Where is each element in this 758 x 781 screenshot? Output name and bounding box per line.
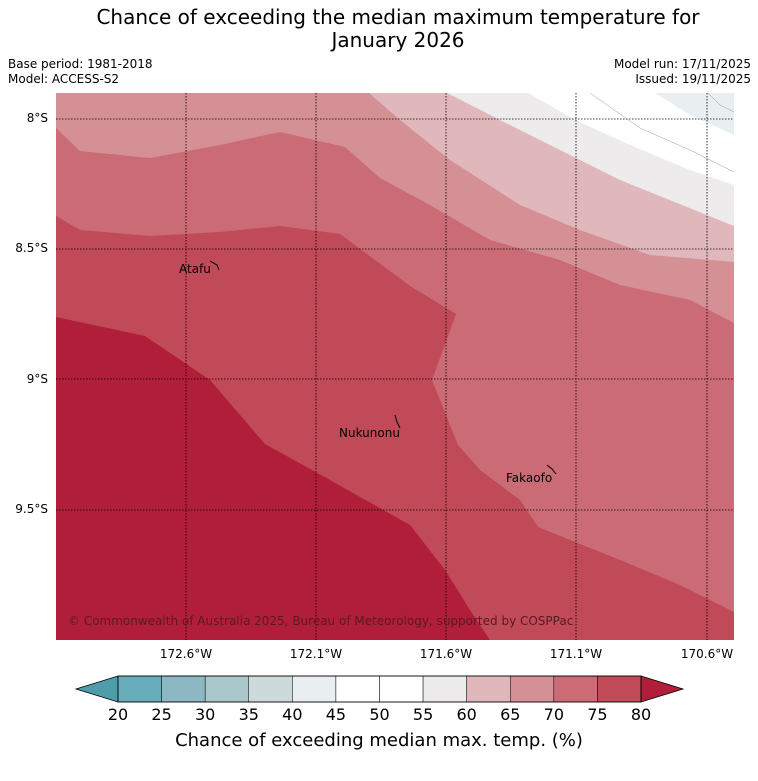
- gridlines: [56, 93, 734, 640]
- colorbar-tick-label: 30: [194, 705, 216, 724]
- colorbar-tick-label: 25: [151, 705, 172, 724]
- colorbar-cell: [553, 675, 598, 703]
- contour-lines: [589, 92, 735, 173]
- chart-title: Chance of exceeding the median maximum t…: [0, 6, 758, 52]
- island-fakaofo: [546, 464, 557, 475]
- colorbar-cell: [466, 675, 511, 703]
- place-atafu: Atafu: [179, 262, 211, 276]
- lat-label-9: 9°S: [26, 372, 48, 386]
- lon-label-170-6: 170.6°W: [680, 647, 734, 661]
- lon-label-172-6: 172.6°W: [159, 647, 213, 661]
- meta-left: Base period: 1981-2018 Model: ACCESS-S2: [8, 57, 153, 87]
- colorbar-cell: [422, 675, 467, 703]
- base-period: Base period: 1981-2018: [8, 57, 153, 71]
- band-75-80: [56, 317, 490, 640]
- model-name: Model: ACCESS-S2: [8, 72, 120, 86]
- contour-map: [56, 93, 734, 640]
- model-run: Model run: 17/11/2025: [613, 57, 751, 71]
- colorbar-cell: [379, 675, 424, 703]
- meta-right: Model run: 17/11/2025 Issued: 19/11/2025: [614, 57, 751, 87]
- lon-label-171-6: 171.6°W: [419, 647, 473, 661]
- colorbar-tick-label: 80: [630, 705, 652, 724]
- colorbar-cell: [248, 675, 293, 703]
- issued-date: Issued: 19/11/2025: [635, 72, 751, 86]
- colorbar-tick-label: 70: [543, 705, 564, 724]
- colorbar-cells: [117, 675, 642, 703]
- colorbar-tick-label: 40: [282, 705, 303, 724]
- place-fakaofo: Fakaofo: [506, 471, 553, 485]
- title-line-1: Chance of exceeding the median maximum t…: [96, 5, 700, 29]
- island-atafu: [209, 260, 220, 271]
- colorbar-tick-label: 35: [238, 705, 259, 724]
- lat-label-8: 8°S: [26, 111, 48, 125]
- colorbar-tick-label: 55: [412, 705, 434, 724]
- colorbar-title: Chance of exceeding median max. temp. (%…: [175, 730, 583, 751]
- colorbar-cell: [597, 675, 642, 703]
- colorbar: [74, 675, 685, 703]
- colorbar-under-arrow: [74, 675, 119, 703]
- title-line-2: January 2026: [331, 28, 465, 52]
- colorbar-cell: [117, 675, 162, 703]
- colorbar-tick-label: 50: [369, 705, 390, 724]
- colorbar-tick-label: 20: [107, 705, 129, 724]
- lon-label-171-1: 171.1°W: [549, 647, 603, 661]
- place-nukunonu: Nukunonu: [339, 426, 400, 440]
- colorbar-tick-label: 65: [500, 705, 521, 724]
- lat-label-8-5: 8.5°S: [15, 241, 48, 255]
- lat-label-9-5: 9.5°S: [15, 502, 48, 516]
- colorbar-cell: [161, 675, 206, 703]
- colorbar-cell: [335, 675, 380, 703]
- colorbar-frame: [117, 675, 642, 703]
- colorbar-tick-label: 45: [325, 705, 347, 724]
- island-nukunonu: [394, 414, 401, 429]
- colorbar-cell: [510, 675, 555, 703]
- colorbar-cell: [292, 675, 337, 703]
- colorbar-tick-label: 75: [587, 705, 608, 724]
- colorbar-tick-label: 60: [456, 705, 477, 724]
- colorbar-over-arrow: [640, 675, 685, 703]
- islands: [209, 260, 557, 475]
- colorbar-cell: [204, 675, 250, 703]
- copyright-notice: © Commonwealth of Australia 2025, Bureau…: [68, 614, 574, 628]
- lon-label-172-1: 172.1°W: [289, 647, 343, 661]
